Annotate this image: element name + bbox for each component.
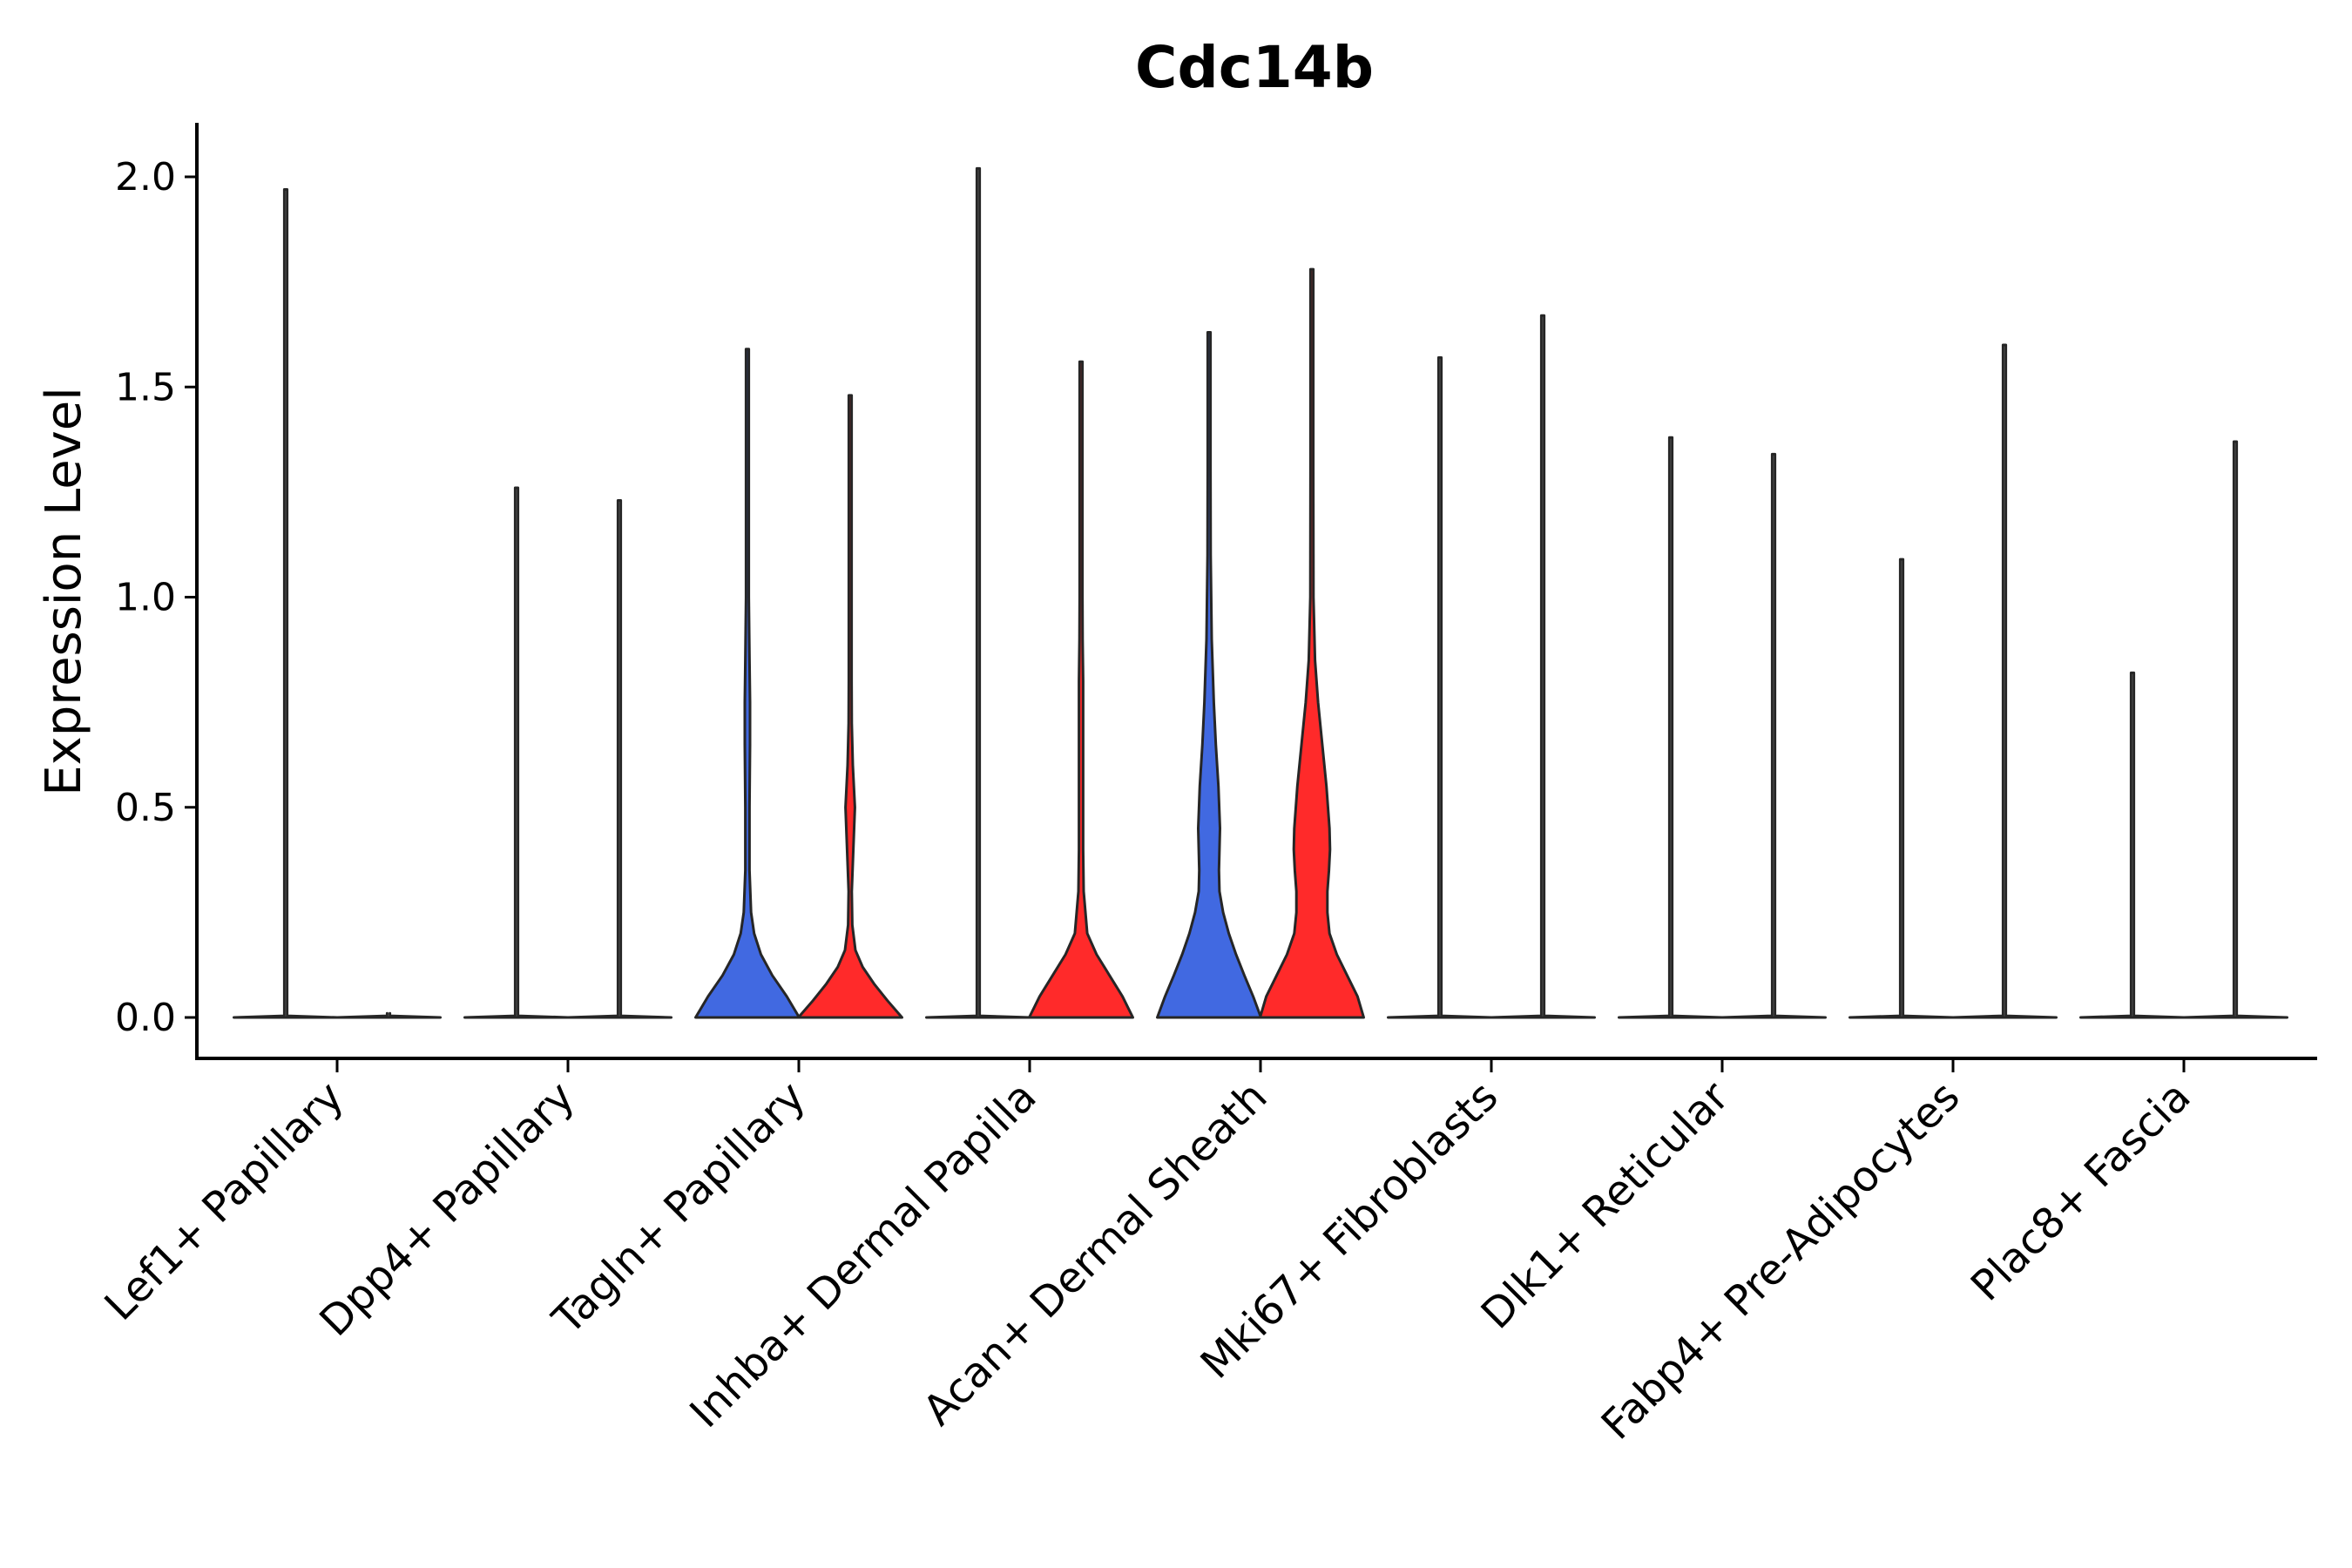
x-tick-label: Dlk1+ Reticular — [1472, 1072, 1739, 1339]
violin-right — [1259, 267, 1365, 1019]
violin-right — [1720, 452, 1827, 1019]
x-tick-label: Dpp4+ Papillary — [310, 1072, 584, 1346]
violin-left — [1848, 558, 1955, 1019]
x-tick-label: Tagln+ Papillary — [543, 1072, 814, 1344]
violin-right — [335, 1011, 442, 1019]
violin-right — [1951, 343, 2058, 1019]
y-axis-label: Expression Level — [36, 387, 92, 796]
violin-left — [233, 188, 339, 1019]
violin-right — [566, 499, 672, 1019]
violin-left — [2079, 671, 2186, 1019]
y-tick-label: 1.0 — [115, 576, 176, 620]
violin-right — [797, 394, 903, 1019]
y-tick-label: 0.0 — [115, 996, 176, 1040]
violin-left — [694, 348, 801, 1019]
violin-right — [1028, 360, 1134, 1019]
y-tick-label: 0.5 — [115, 786, 176, 830]
violin-left — [1156, 331, 1262, 1019]
violin-left — [925, 166, 1031, 1019]
y-tick-label: 2.0 — [115, 155, 176, 199]
y-tick-label: 1.5 — [115, 365, 176, 409]
violin-left — [1387, 356, 1493, 1019]
violin-right — [2182, 440, 2288, 1019]
x-tick-label: Plac8+ Fascia — [1962, 1072, 2200, 1311]
violin-left — [1618, 436, 1724, 1019]
violins-layer — [233, 166, 2288, 1019]
chart-title: Cdc14b — [1135, 34, 1374, 101]
y-ticks: 0.0 0.5 1.0 1.5 2.0 — [115, 155, 197, 1040]
violin-left — [463, 486, 570, 1019]
violin-right — [1490, 314, 1596, 1019]
x-tick-label: Lef1+ Papillary — [96, 1072, 354, 1330]
